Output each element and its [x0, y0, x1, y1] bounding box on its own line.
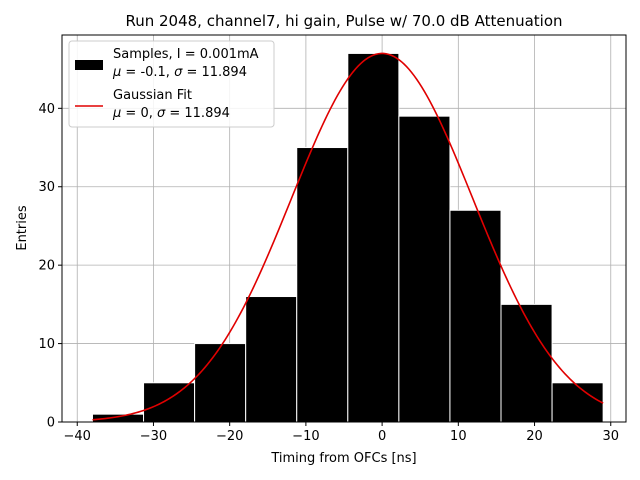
y-tick-label-1: 10	[38, 337, 55, 352]
histogram-bar-5	[347, 52, 400, 423]
x-axis-label: Timing from OFCs [ns]	[270, 451, 416, 466]
histogram-bars	[91, 52, 604, 423]
x-tick-label-5: 10	[450, 429, 467, 444]
histogram-bar-7	[449, 209, 502, 423]
x-tick-label-0: −40	[64, 429, 91, 444]
x-tick-label-1: −30	[140, 429, 167, 444]
y-axis-ticks: 0 10 20 30 40	[38, 102, 62, 431]
x-tick-label-2: −20	[216, 429, 243, 444]
legend-fit-sigma-value: = 11.894	[165, 106, 230, 121]
legend-fit-stats: μ = 0, σ = 11.894	[112, 106, 230, 121]
histogram-bar-3	[245, 296, 298, 423]
legend-histogram-mu-symbol: μ	[112, 65, 121, 80]
legend-histogram-swatch	[75, 60, 103, 70]
legend: Samples, I = 0.001mA μ = -0.1, σ = 11.89…	[68, 40, 275, 128]
legend-histogram-sigma-symbol: σ	[174, 65, 183, 80]
y-tick-label-0: 0	[47, 416, 55, 431]
y-tick-label-4: 40	[38, 102, 55, 117]
legend-histogram-mu-value: = -0.1,	[121, 65, 174, 80]
legend-box	[68, 40, 275, 128]
legend-fit-label: Gaussian Fit	[113, 88, 192, 103]
legend-histogram-stats: μ = -0.1, σ = 11.894	[112, 65, 247, 80]
chart-title: Run 2048, channel7, hi gain, Pulse w/ 70…	[125, 12, 562, 30]
plot-area-frame	[61, 34, 627, 423]
histogram-bar-8	[500, 303, 553, 423]
histogram-bar-1	[143, 382, 196, 423]
x-tick-label-7: 30	[602, 429, 619, 444]
histogram-bar-4	[296, 147, 349, 423]
x-tick-label-3: −10	[292, 429, 319, 444]
histogram-bar-6	[398, 115, 451, 423]
x-axis-ticks: −40 −30 −20 −10 0 10 20 30	[64, 422, 619, 444]
legend-fit-sigma-symbol: σ	[157, 106, 166, 121]
histogram-bar-2	[194, 343, 247, 423]
gaussian-fit-line	[92, 52, 604, 421]
histogram-bar-9	[551, 382, 604, 423]
x-tick-label-6: 20	[526, 429, 543, 444]
legend-histogram-label: Samples, I = 0.001mA	[113, 47, 259, 62]
histogram-bar-0	[91, 413, 145, 423]
legend-fit-mu-value: = 0,	[121, 106, 157, 121]
legend-fit-mu-symbol: μ	[112, 106, 121, 121]
y-tick-label-2: 20	[38, 259, 55, 274]
y-axis-label: Entries	[15, 205, 30, 251]
x-tick-label-4: 0	[378, 429, 386, 444]
legend-histogram-sigma-value: = 11.894	[182, 65, 247, 80]
y-tick-label-3: 30	[38, 180, 55, 195]
